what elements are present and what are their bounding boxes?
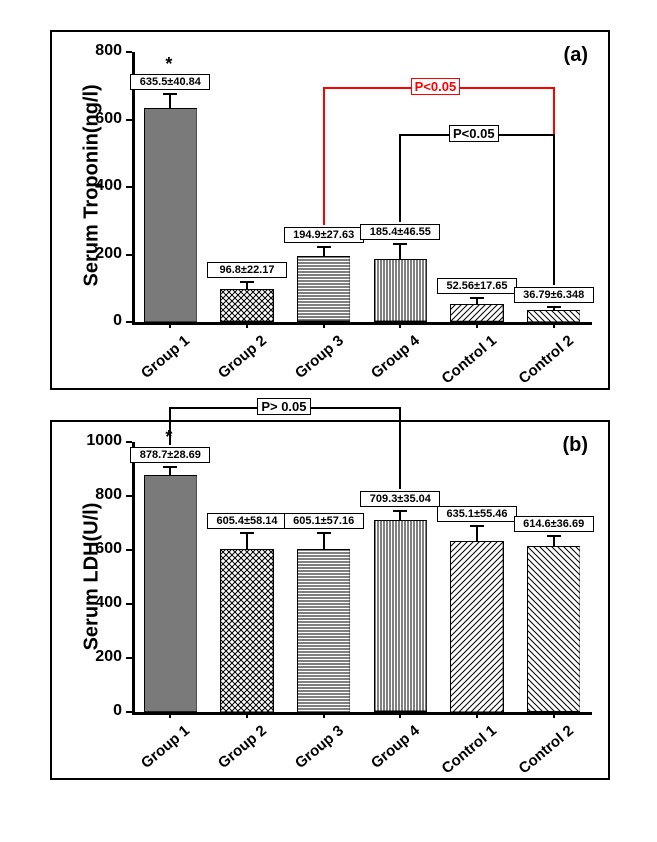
x-tick-label: Group 3: [282, 722, 347, 780]
bar: [144, 475, 198, 712]
y-tick-label: 1000: [72, 432, 122, 450]
panel-a: 0200400600800Serum Troponin(ng/l)(a)635.…: [50, 30, 610, 390]
bar: [297, 549, 351, 712]
x-tick-label: Group 1: [129, 722, 194, 780]
x-tick-label: Group 2: [205, 332, 270, 390]
value-label: 614.6±36.69: [514, 516, 594, 532]
value-label: 96.8±22.17: [207, 262, 287, 278]
value-label: 605.1±57.16: [284, 513, 364, 529]
bar: [220, 289, 274, 322]
value-label: 635.1±55.46: [437, 506, 517, 522]
figure-panels: 0200400600800Serum Troponin(ng/l)(a)635.…: [0, 0, 657, 842]
bracket-label: P<0.05: [449, 125, 499, 142]
value-label: 185.4±46.55: [360, 224, 440, 240]
x-tick-label: Control 2: [512, 722, 577, 780]
x-tick-label: Control 2: [512, 332, 577, 390]
significance-star: *: [165, 54, 172, 75]
bar: [527, 546, 581, 712]
y-axis-label: Serum Troponin(ng/l): [81, 87, 104, 287]
bar: [527, 310, 581, 322]
bar: [450, 304, 504, 322]
panel-tag: (b): [562, 434, 588, 457]
x-tick-label: Group 4: [359, 332, 424, 390]
value-label: 194.9±27.63: [284, 227, 364, 243]
x-tick-label: Control 1: [435, 722, 500, 780]
x-tick-label: Group 4: [359, 722, 424, 780]
panel-b: 02004006008001000Serum LDH(U/l)(b)878.7±…: [50, 420, 610, 780]
value-label: 52.56±17.65: [437, 278, 517, 294]
value-label: 605.4±58.14: [207, 513, 287, 529]
value-label: 709.3±35.04: [360, 491, 440, 507]
bracket-label: P> 0.05: [257, 398, 310, 415]
y-tick-label: 0: [72, 702, 122, 720]
x-tick-label: Group 1: [129, 332, 194, 390]
bar: [144, 108, 198, 322]
bar: [374, 520, 428, 712]
value-label: 36.79±6.348: [514, 287, 594, 303]
panel-tag: (a): [564, 44, 588, 67]
bar: [450, 541, 504, 712]
y-axis-label: Serum LDH(U/l): [81, 477, 104, 677]
y-tick-label: 800: [72, 42, 122, 60]
bar: [374, 259, 428, 322]
y-tick-label: 0: [72, 312, 122, 330]
x-tick-label: Group 3: [282, 332, 347, 390]
value-label: 635.5±40.84: [130, 74, 210, 90]
x-tick-label: Control 1: [435, 332, 500, 390]
bar: [220, 549, 274, 712]
bar: [297, 256, 351, 322]
bracket-label: P<0.05: [411, 78, 461, 95]
value-label: 878.7±28.69: [130, 447, 210, 463]
x-tick-label: Group 2: [205, 722, 270, 780]
